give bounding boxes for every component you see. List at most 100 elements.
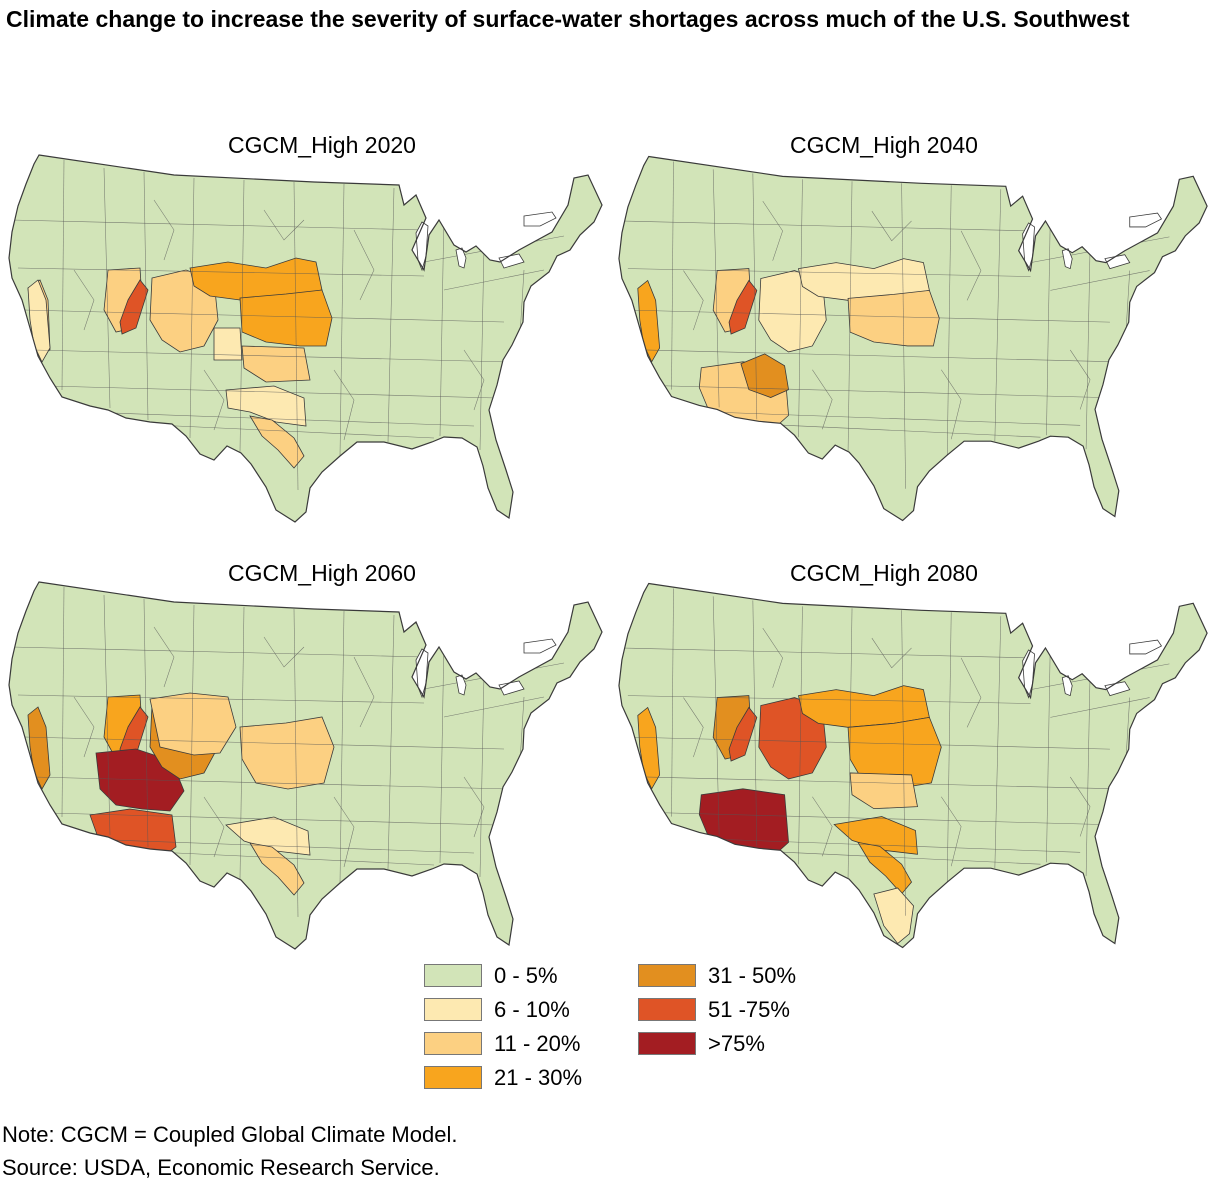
region-layer bbox=[621, 588, 1170, 945]
watershed-boundary bbox=[941, 796, 962, 867]
watershed-boundary bbox=[1085, 246, 1091, 450]
watershed-boundary bbox=[1070, 776, 1091, 837]
great-lake bbox=[498, 253, 525, 269]
watershed-boundary bbox=[762, 627, 783, 688]
watershed-boundary bbox=[47, 812, 497, 826]
watershed-boundary bbox=[443, 696, 545, 718]
watershed-boundary bbox=[153, 199, 175, 261]
watershed-boundary bbox=[1050, 697, 1150, 718]
watershed-boundary bbox=[83, 838, 475, 854]
us-border bbox=[8, 154, 603, 523]
legend-label: 11 - 20% bbox=[494, 1031, 581, 1056]
watershed-boundary bbox=[239, 606, 245, 880]
watershed-boundary bbox=[671, 588, 674, 817]
watershed-boundary bbox=[33, 776, 510, 790]
watershed-boundary bbox=[871, 210, 912, 242]
shortage-region bbox=[249, 415, 305, 469]
great-lake bbox=[1104, 254, 1131, 270]
legend-swatch bbox=[638, 964, 696, 987]
watershed-boundary bbox=[339, 183, 345, 457]
watershed-boundary bbox=[621, 647, 1031, 659]
watershed-boundary bbox=[61, 586, 65, 818]
watershed-boundary bbox=[693, 411, 1081, 426]
shortage-region bbox=[873, 887, 914, 945]
watershed-boundary bbox=[1046, 638, 1051, 863]
watershed-boundary bbox=[621, 220, 1031, 232]
panel-title-2040: CGCM_High 2040 bbox=[790, 132, 978, 158]
great-lake bbox=[1129, 212, 1163, 228]
shortage-region bbox=[857, 841, 913, 895]
watershed-boundary bbox=[693, 838, 1081, 853]
watershed-boundary bbox=[143, 598, 149, 848]
watershed-boundary bbox=[479, 672, 485, 878]
shortage-region bbox=[149, 692, 237, 756]
watershed-boundary bbox=[443, 269, 545, 291]
watershed-boundary bbox=[657, 812, 1102, 825]
watershed-boundary bbox=[133, 423, 435, 439]
watershed-boundary bbox=[742, 423, 1041, 438]
legend-swatch bbox=[424, 964, 482, 987]
watershed-boundary bbox=[1085, 673, 1091, 877]
legend-label: 51 -75% bbox=[708, 997, 790, 1022]
watershed-boundary bbox=[871, 637, 912, 669]
shortage-region bbox=[225, 816, 311, 856]
watershed-boundary bbox=[479, 245, 485, 451]
shortage-region bbox=[849, 772, 918, 810]
watershed-boundary bbox=[103, 594, 111, 836]
legend-swatch bbox=[638, 998, 696, 1021]
panel-title-2080: CGCM_High 2080 bbox=[790, 560, 978, 586]
great-lake bbox=[455, 247, 467, 269]
watershed-boundary bbox=[671, 161, 674, 390]
shortage-region bbox=[847, 716, 942, 790]
panel-title-2020: CGCM_High 2020 bbox=[228, 132, 416, 158]
watershed-boundary bbox=[946, 612, 952, 883]
shortage-region bbox=[728, 279, 758, 335]
watershed-boundary bbox=[901, 183, 906, 489]
watershed-boundary bbox=[712, 169, 720, 408]
watershed-boundary bbox=[946, 185, 952, 456]
watershed-boundary bbox=[1046, 211, 1051, 436]
watershed-boundary bbox=[994, 616, 1002, 869]
watershed-boundary bbox=[960, 230, 982, 301]
watershed-boundary bbox=[23, 736, 505, 750]
legend-swatch bbox=[424, 1066, 482, 1089]
watershed-boundary bbox=[17, 694, 425, 704]
shortage-region bbox=[239, 716, 335, 790]
great-lake bbox=[523, 211, 557, 227]
region-layer bbox=[11, 159, 565, 491]
shortage-region bbox=[740, 353, 789, 398]
watershed-boundary bbox=[23, 309, 505, 323]
watershed-boundary bbox=[798, 179, 803, 438]
map-2060 bbox=[8, 581, 603, 950]
watershed-boundary bbox=[239, 179, 245, 453]
watershed-boundary bbox=[752, 173, 758, 420]
legend-swatch bbox=[424, 998, 482, 1021]
legend-label: >75% bbox=[708, 1031, 765, 1056]
us-border bbox=[618, 582, 1208, 949]
watershed-boundary bbox=[203, 796, 225, 858]
watershed-boundary bbox=[627, 268, 1031, 277]
watershed-boundary bbox=[752, 600, 758, 847]
watershed-boundary bbox=[1129, 319, 1150, 341]
watershed-boundary bbox=[103, 167, 111, 409]
watershed-boundary bbox=[189, 177, 195, 439]
watershed-boundary bbox=[17, 267, 425, 277]
watershed-boundary bbox=[33, 349, 510, 363]
watershed-boundary bbox=[712, 596, 720, 835]
watershed-boundary bbox=[633, 736, 1110, 750]
watershed-boundary bbox=[1129, 746, 1150, 768]
watershed-boundary bbox=[683, 270, 704, 331]
watershed-boundary bbox=[941, 369, 962, 440]
note-text: Note: CGCM = Coupled Global Climate Mode… bbox=[2, 1122, 458, 1147]
watershed-boundary bbox=[960, 657, 982, 728]
page-title: Climate change to increase the severity … bbox=[6, 6, 1130, 32]
shortage-region bbox=[241, 345, 311, 383]
watershed-boundary bbox=[523, 319, 545, 341]
watershed-boundary bbox=[901, 610, 906, 916]
legend-label: 6 - 10% bbox=[494, 997, 570, 1022]
watershed-boundary bbox=[143, 171, 149, 421]
watershed-boundary bbox=[643, 349, 1115, 363]
watershed-boundary bbox=[812, 796, 833, 857]
us-border bbox=[8, 581, 603, 950]
watershed-boundary bbox=[73, 269, 95, 331]
